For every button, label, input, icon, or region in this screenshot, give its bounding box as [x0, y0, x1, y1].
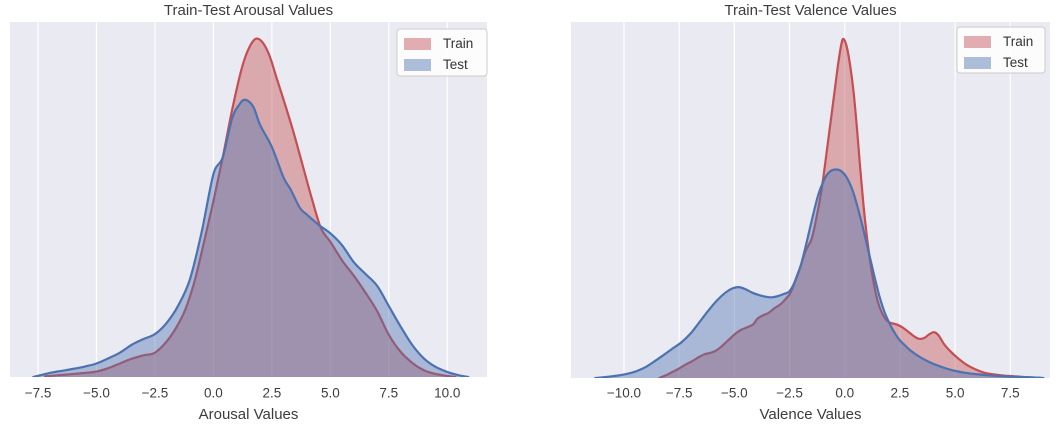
x-tick-label: −2.5 — [142, 386, 169, 401]
x-tick-label: 2.5 — [891, 386, 910, 401]
x-tick-label: −5.0 — [83, 386, 110, 401]
arousal-xtick-labels: −7.5 −5.0 −2.5 0.0 2.5 5.0 7.5 10.0 — [25, 386, 461, 401]
valence-gridlines — [623, 22, 1011, 378]
arousal-chart: −7.5 −5.0 −2.5 0.0 2.5 5.0 7.5 10.0 Train-Test … — [10, 2, 488, 423]
x-tick-label: −7.5 — [25, 386, 52, 401]
train-density-area — [45, 38, 456, 377]
legend-box — [956, 26, 1046, 74]
x-tick-label: 2.5 — [262, 386, 281, 401]
x-tick-label: 5.0 — [946, 386, 965, 401]
valence-plot-area — [571, 22, 1050, 378]
arousal-plot-area — [10, 22, 487, 377]
arousal-chart-title: Train-Test Arousal Values — [164, 2, 333, 19]
x-tick-label: 10.0 — [434, 386, 460, 401]
arousal-xaxis-label: Arousal Values — [199, 406, 299, 423]
x-tick-label: 7.5 — [1001, 386, 1020, 401]
test-density-area — [33, 99, 469, 377]
valence-legend: Train Test — [956, 26, 1046, 74]
train-density-line — [658, 37, 1043, 378]
x-tick-label: −2.5 — [776, 386, 803, 401]
legend-label-test: Test — [443, 57, 468, 72]
x-tick-label: −10.0 — [607, 386, 641, 401]
arousal-density-curves — [32, 37, 470, 377]
legend-box — [396, 28, 488, 77]
valence-density-curves — [594, 37, 1045, 378]
x-tick-label: −7.5 — [666, 386, 693, 401]
x-tick-label: 0.0 — [204, 386, 223, 401]
x-tick-label: −5.0 — [721, 386, 748, 401]
legend-swatch-test — [404, 59, 431, 71]
test-density-area — [595, 169, 1044, 378]
legend-swatch-test — [964, 57, 991, 69]
valence-chart-title: Train-Test Valence Values — [724, 2, 896, 19]
legend-label-train: Train — [443, 36, 473, 51]
valence-xaxis-label: Valence Values — [759, 406, 861, 423]
arousal-legend: Train Test — [396, 28, 488, 77]
valence-xtick-labels: −10.0 −7.5 −5.0 −2.5 0.0 2.5 5.0 7.5 — [607, 386, 1020, 401]
x-tick-label: 5.0 — [321, 386, 340, 401]
legend-label-train: Train — [1003, 34, 1033, 49]
x-tick-label: 0.0 — [835, 386, 854, 401]
test-density-line — [32, 98, 470, 377]
train-density-area — [659, 38, 1042, 378]
legend-label-test: Test — [1003, 55, 1028, 70]
legend-swatch-train — [404, 38, 431, 50]
valence-chart: −10.0 −7.5 −5.0 −2.5 0.0 2.5 5.0 7.5 Train-Test… — [571, 2, 1050, 423]
arousal-gridlines — [37, 22, 448, 377]
train-density-line — [43, 37, 457, 377]
legend-swatch-train — [964, 36, 991, 48]
x-tick-label: 7.5 — [379, 386, 398, 401]
test-density-line — [594, 168, 1045, 378]
